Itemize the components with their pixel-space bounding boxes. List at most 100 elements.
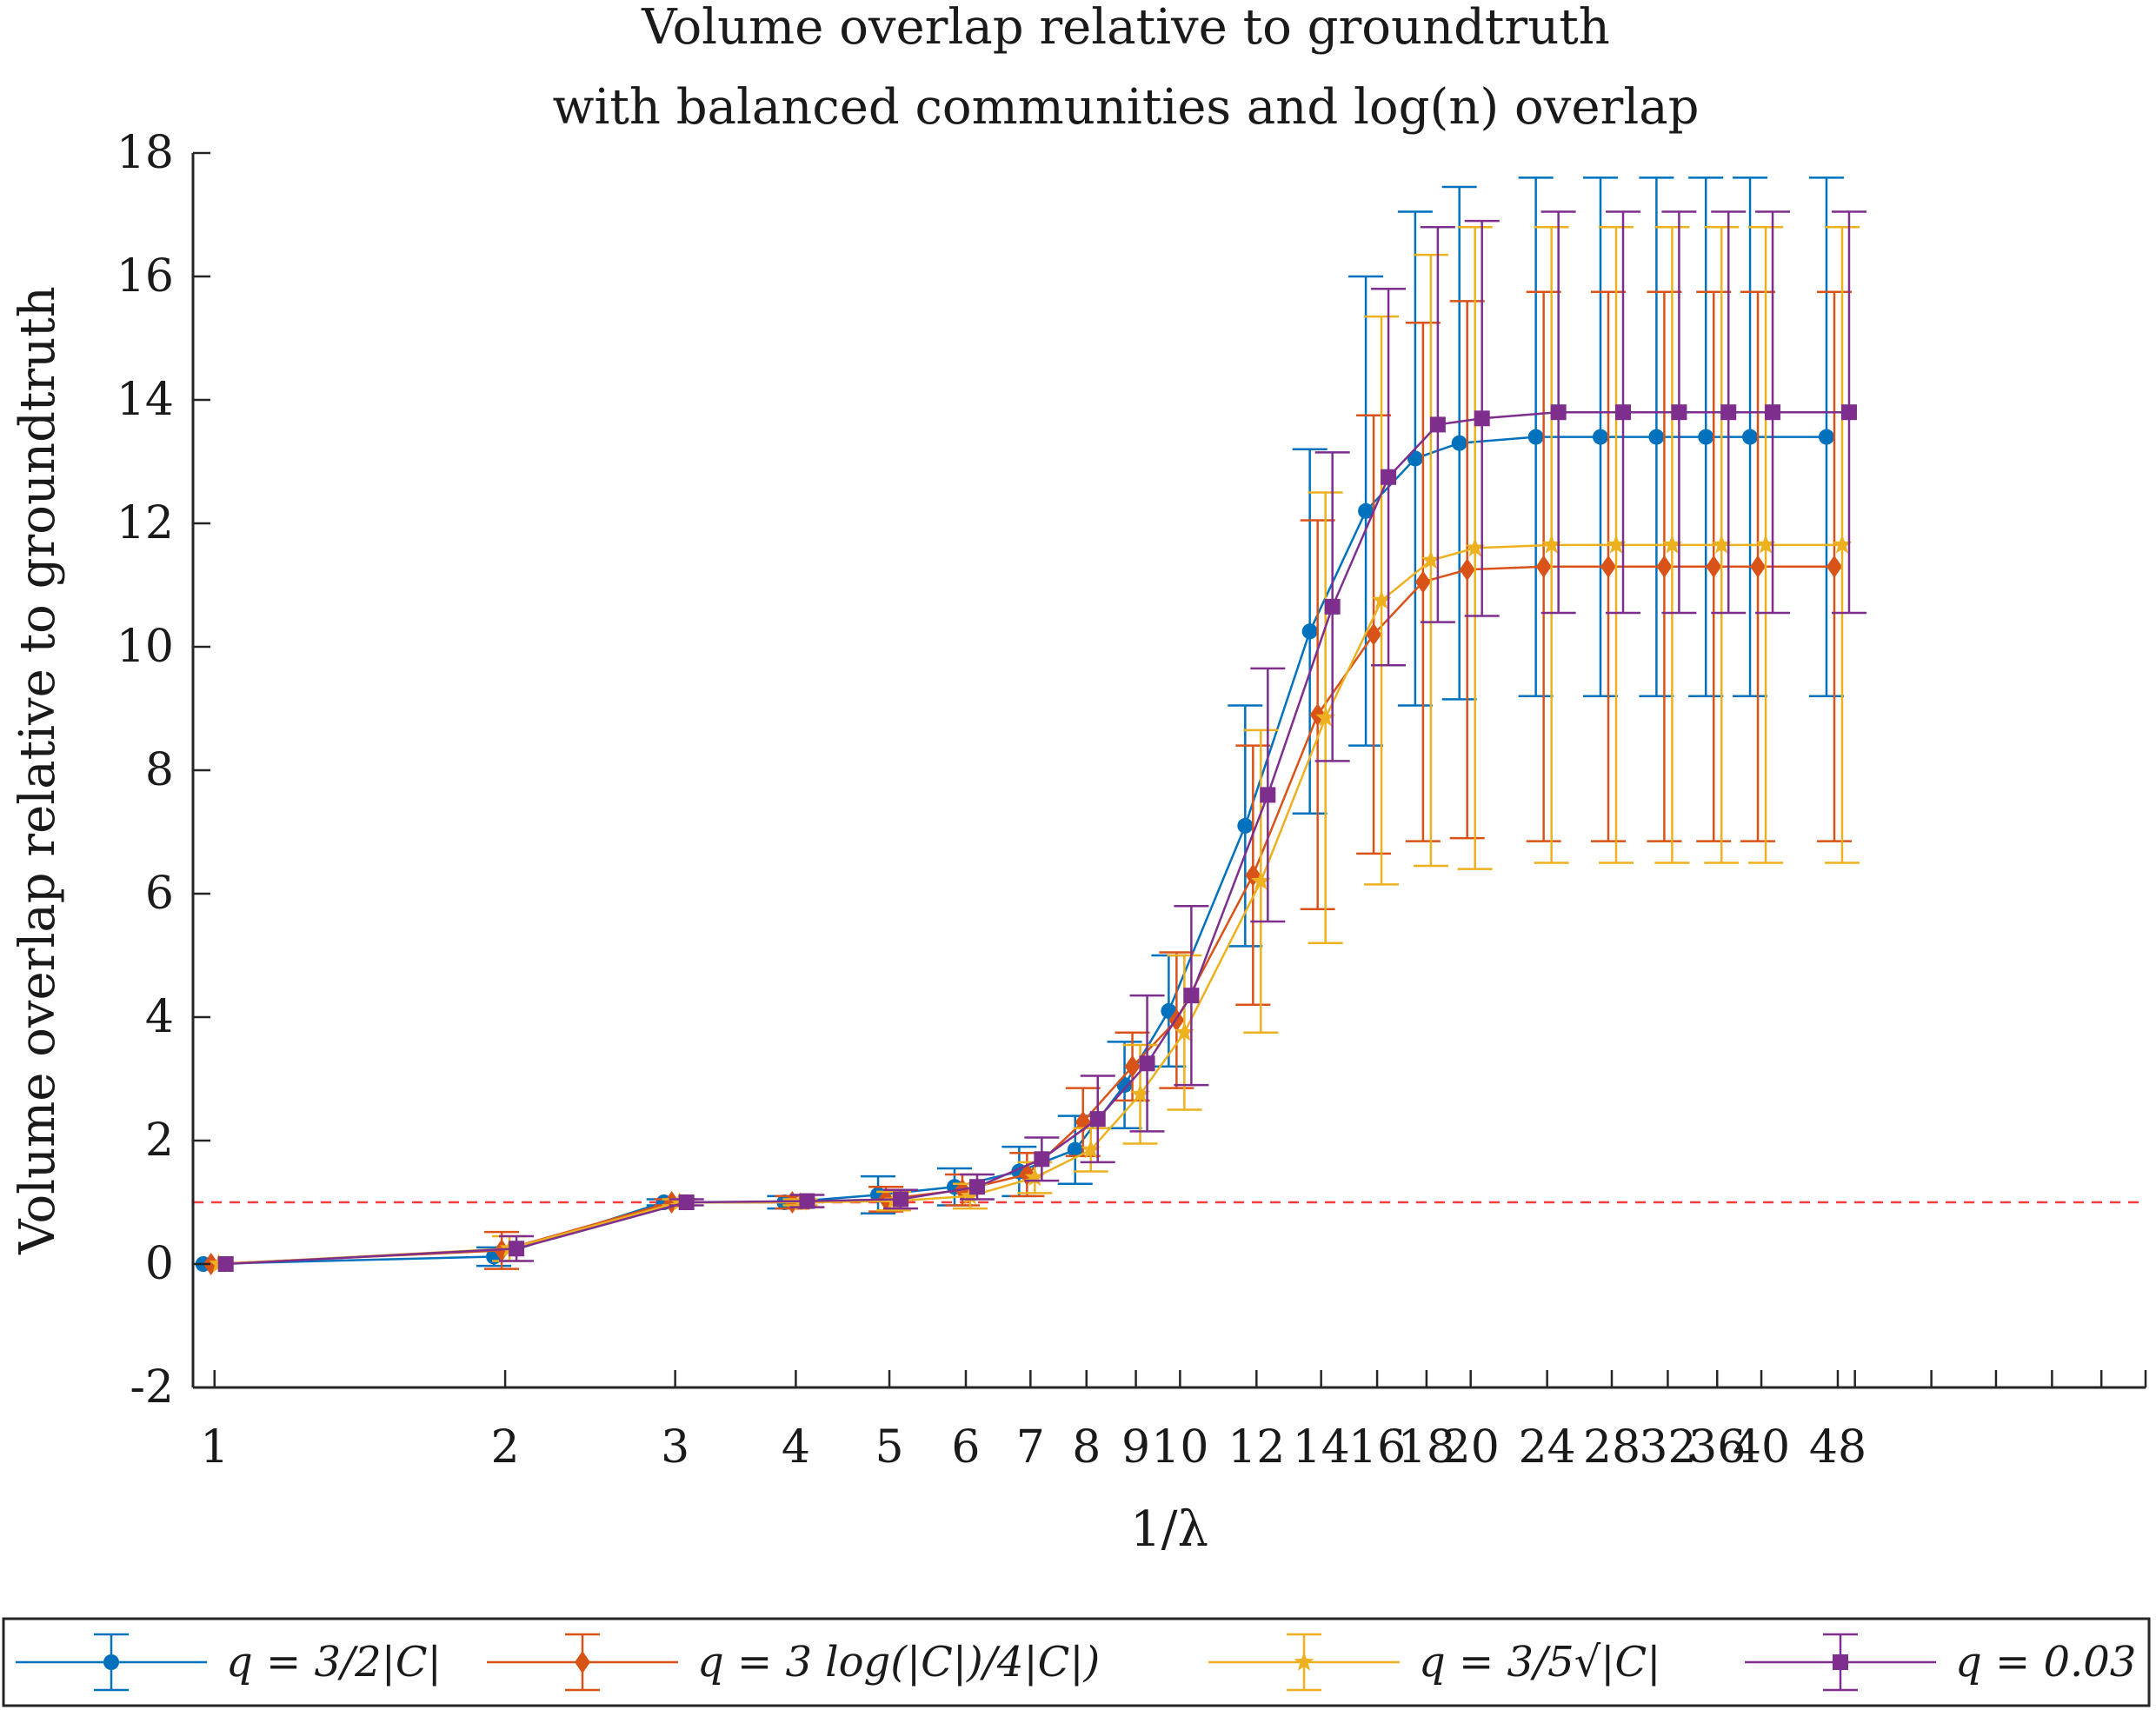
y-tick-label: 12 (116, 497, 174, 549)
x-tick-label: 48 (1809, 1421, 1867, 1474)
x-tick-label: 5 (875, 1421, 903, 1474)
data-point (1124, 1055, 1141, 1078)
y-axis-label: Volume overlap relative to groundtruth (10, 286, 66, 1255)
data-point (678, 1194, 695, 1210)
y-tick-label: 6 (145, 868, 174, 920)
data-point (1371, 589, 1392, 609)
data-point (1535, 555, 1552, 578)
data-point (1750, 555, 1767, 578)
x-tick-label: 4 (782, 1421, 810, 1474)
x-tick-label: 1 (200, 1421, 229, 1474)
data-point (509, 1241, 525, 1257)
data-point (1474, 410, 1490, 427)
y-axis-ticks: -2 0 2 4 6 8 10 12 14 16 18 (116, 127, 210, 1414)
x-tick-label: 28 (1583, 1421, 1640, 1474)
chart-title-line-2: with balanced communities and log(n) ove… (553, 79, 1700, 136)
x-axis-label: 1/λ (1130, 1501, 1208, 1558)
chart-title: Volume overlap relative to groundtruth w… (553, 0, 1700, 136)
legend-marker (103, 1654, 119, 1670)
x-tick-label: 2 (491, 1421, 520, 1474)
legend-entry-1: q = 3/2|C| (16, 1633, 442, 1692)
legend-marker (1833, 1654, 1848, 1670)
data-point (1826, 555, 1842, 578)
data-point (1765, 404, 1781, 421)
y-tick-label: 14 (116, 374, 174, 426)
data-point (1024, 1167, 1045, 1187)
x-tick-label: 40 (1733, 1421, 1790, 1474)
data-point (1648, 429, 1665, 445)
x-tick-label: 10 (1151, 1421, 1208, 1474)
data-point (1656, 555, 1673, 578)
legend-entry-3: q = 3/5√|C| (1208, 1633, 1660, 1692)
data-point (1720, 404, 1737, 421)
data-point (1324, 598, 1341, 615)
data-point (1421, 549, 1441, 569)
data-point (1840, 404, 1857, 421)
y-tick-label: 18 (116, 127, 174, 179)
legend-marker (1294, 1652, 1314, 1671)
y-tick-label: 10 (116, 621, 174, 673)
data-point (1550, 404, 1567, 421)
data-point (1592, 429, 1608, 445)
data-point (1755, 534, 1776, 554)
data-point (1832, 534, 1853, 554)
x-tick-label: 3 (661, 1421, 689, 1474)
data-point (1600, 555, 1616, 578)
series-layer (195, 176, 1867, 1275)
data-point (1465, 537, 1486, 557)
legend-label: q = 3 log(|C|)/4|C|) (697, 1638, 1100, 1687)
x-tick-label: 32 (1639, 1421, 1696, 1474)
data-point (960, 1185, 981, 1205)
data-point (799, 1193, 815, 1209)
data-point (1250, 870, 1271, 890)
x-tick-label: 7 (1016, 1421, 1045, 1474)
y-tick-label: 0 (145, 1238, 174, 1290)
data-point (1139, 1055, 1155, 1072)
data-point (1818, 429, 1834, 445)
data-point (1711, 534, 1732, 554)
data-point (1459, 558, 1475, 582)
legend-entry-2: q = 3 log(|C|)/4|C|) (487, 1633, 1100, 1692)
data-point (1451, 435, 1467, 451)
y-tick-label: 8 (145, 744, 174, 796)
data-point (1081, 1139, 1101, 1159)
x-tick-label: 12 (1228, 1421, 1285, 1474)
y-tick-label: -2 (130, 1361, 174, 1414)
data-point (1174, 1021, 1194, 1041)
y-tick-label: 2 (145, 1114, 174, 1167)
x-tick-label: 24 (1519, 1421, 1576, 1474)
y-tick-label: 16 (116, 250, 174, 303)
data-point (1381, 469, 1397, 485)
legend-label: q = 3/2|C| (226, 1638, 442, 1687)
data-point (1358, 502, 1374, 519)
data-point (1407, 450, 1423, 467)
data-point (1260, 787, 1276, 803)
x-tick-label: 8 (1072, 1421, 1101, 1474)
legend-marker (575, 1651, 590, 1673)
data-point (1183, 988, 1200, 1004)
data-point (1301, 623, 1318, 640)
data-point (1671, 404, 1687, 421)
data-point (1414, 570, 1431, 594)
x-tick-label: 14 (1293, 1421, 1350, 1474)
plot-background (193, 153, 2146, 1387)
data-point (1429, 416, 1446, 433)
data-point (968, 1179, 985, 1195)
x-tick-label: 6 (951, 1421, 980, 1474)
data-point (1315, 707, 1336, 727)
data-point (1089, 1111, 1106, 1128)
x-tick-label: 9 (1121, 1421, 1150, 1474)
data-point (1541, 534, 1562, 554)
x-tick-label: 20 (1442, 1421, 1500, 1474)
data-point (893, 1191, 909, 1208)
data-point (1662, 534, 1682, 554)
data-point (1742, 429, 1759, 445)
data-point (1366, 622, 1382, 646)
data-point (1606, 534, 1627, 554)
data-point (1067, 1141, 1083, 1158)
legend: q = 3/2|C| q = 3 log(|C|)/4|C|) q = 3/5√|C… (2, 1617, 2151, 1707)
data-point (1527, 429, 1544, 445)
y-tick-label: 4 (145, 991, 174, 1043)
